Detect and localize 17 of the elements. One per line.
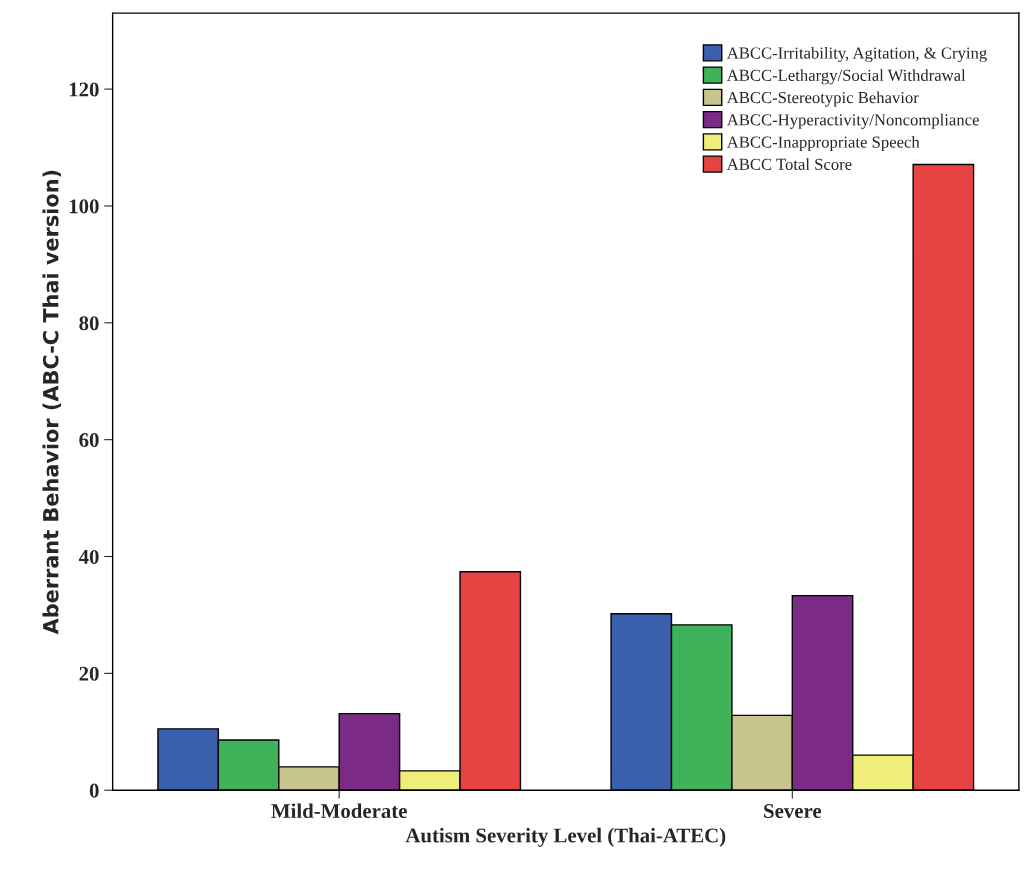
legend-label: ABCC-Irritability, Agitation, & Crying	[726, 46, 987, 63]
y-tick-label: 80	[79, 316, 99, 331]
y-tick-label: 40	[78, 549, 99, 564]
legend-label: ABCC-Hyperactivity/Noncompliance	[726, 113, 979, 129]
y-tick-label: 100	[69, 199, 99, 214]
y-tick-label: 120	[69, 82, 99, 97]
y-tick-label: 60	[79, 433, 99, 448]
x-tick-label: Mild-Moderate	[271, 803, 407, 819]
legend-label: ABCC-Inappropriate Speech	[726, 135, 920, 152]
legend-label: ABCC-Stereotypic Behavior	[726, 91, 919, 107]
x-tick-label: Severe	[764, 804, 822, 819]
y-tick-label: 0	[89, 783, 99, 798]
y-axis-title: Aberrant Behavior (ABC-C Thai version)	[42, 170, 62, 635]
y-tick-label: 20	[79, 666, 99, 681]
x-axis-title: Autism Severity Level (Thai-ATEC)	[405, 827, 726, 847]
legend-label: ABCC Total Score	[726, 158, 852, 170]
legend-label: ABCC-Lethargy/Social Withdrawal	[726, 69, 966, 85]
